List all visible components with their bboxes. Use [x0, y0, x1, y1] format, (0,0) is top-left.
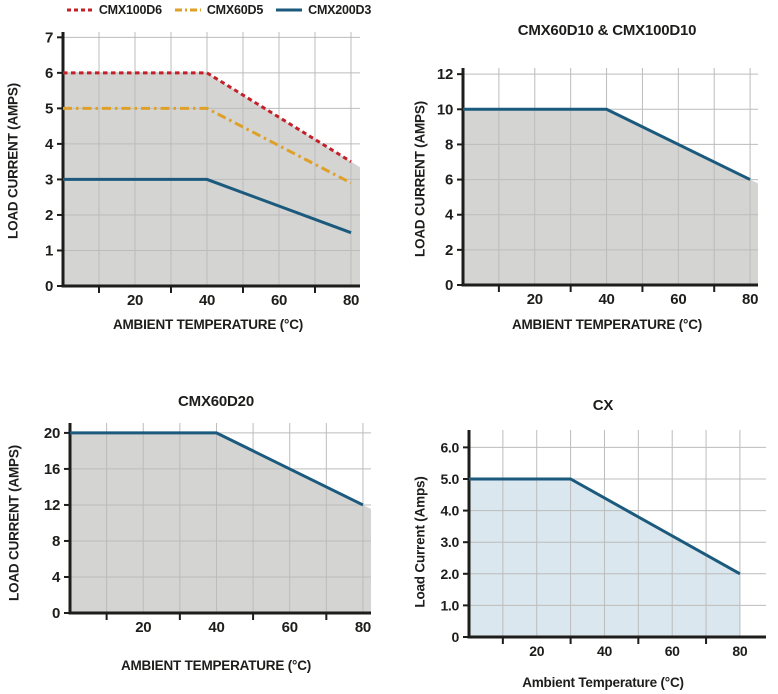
y-tick-label: 4: [445, 207, 454, 224]
legend-dashdot-line-icon: [174, 8, 201, 12]
chart-cmx60d10-plot: 20 40 60 80 0 2 4 6 8 10 12: [437, 66, 759, 308]
y-tick-label: 12: [437, 66, 453, 83]
series-CMX100D6: [63, 71, 352, 163]
derating-area: [463, 109, 758, 285]
y-tick-label: 16: [44, 461, 60, 478]
chart-title: CMX60D10 & CMX100D10: [517, 22, 697, 39]
y-tick-label: 0: [45, 278, 53, 295]
x-axis-title: AMBIENT TEMPERATURE (°C): [511, 317, 703, 332]
x-tick-label: 80: [742, 291, 758, 308]
series-CMX60D10 & CMX100D10: [463, 107, 751, 181]
series-CMX60D5: [63, 106, 352, 185]
x-tick-label: 80: [343, 292, 359, 309]
x-tick-label: 80: [732, 643, 747, 659]
legend-solid-line-icon: [276, 8, 303, 12]
y-tick-label: 5.0: [440, 471, 459, 487]
y-tick-label: 2: [45, 207, 53, 224]
y-tick-label: 20: [44, 425, 60, 442]
series-CMX200D3: [63, 177, 352, 235]
y-axis-title: Load Current (Amps): [412, 476, 428, 608]
x-tick-label: 40: [208, 619, 224, 636]
legend-label: CMX200D3: [308, 3, 372, 17]
y-tick-label: 2.0: [440, 566, 459, 582]
x-tick-label: 40: [199, 292, 215, 309]
y-axis-title: LOAD CURRENT (AMPS): [6, 445, 22, 601]
y-tick-label: 0: [52, 605, 60, 622]
y-tick-label: 0: [445, 277, 453, 294]
legend-item-cmx60d5: CMX60D5: [174, 3, 263, 17]
y-tick-label: 2: [445, 242, 453, 259]
x-tick-label: 20: [529, 643, 544, 659]
legend-item-cmx200d3: CMX200D3: [275, 3, 371, 17]
x-axis-title: Ambient Temperature (°C): [522, 675, 684, 690]
legend-label: CMX60D5: [206, 3, 264, 17]
y-tick-label: 1: [45, 242, 53, 259]
y-tick-label: 8: [52, 533, 60, 550]
chart-title: CX: [592, 397, 614, 414]
x-tick-label: 60: [271, 292, 287, 309]
x-tick-label: 20: [135, 619, 151, 636]
y-tick-label: 12: [44, 497, 60, 514]
chart-cx: 20 40 60 80 0 1.0 2.0 3.0 4.0 5.0 6.0 CX Load Curr…: [389, 345, 778, 694]
y-tick-label: 10: [437, 101, 453, 118]
y-tick-label: 6.0: [440, 439, 459, 455]
y-axis-title: LOAD CURRENT (AMPS): [412, 101, 428, 257]
x-tick-label: 60: [282, 619, 298, 636]
chart-cx-plot: 20 40 60 80 0 1.0 2.0 3.0 4.0 5.0 6.0: [440, 430, 766, 659]
chart-cmx60d20: 20 40 60 80 0 4 8 12 16 20 CMX60D20 LOAD CURRENT …: [0, 345, 389, 694]
derating-area: [70, 432, 371, 613]
y-axis-title: LOAD CURRENT (AMPS): [5, 83, 21, 239]
x-tick-label: 40: [599, 291, 615, 308]
y-tick-label: 4.0: [440, 503, 459, 519]
chart-cmx-small-plot: 20 40 60 80 0 1 2 3 4 5 6 7: [45, 29, 360, 309]
legend-dashed-line-icon: [66, 8, 93, 12]
x-tick-label: 40: [597, 643, 612, 659]
y-tick-label: 3: [45, 171, 53, 188]
x-axis-title: AMBIENT TEMPERATURE (°C): [112, 317, 304, 332]
chart-cmx60d20-plot: 20 40 60 80 0 4 8 12 16 20: [44, 423, 371, 636]
y-tick-label: 1.0: [440, 597, 459, 613]
legend-item-cmx100d6: CMX100D6: [66, 3, 162, 17]
y-tick-label: 0: [452, 629, 460, 645]
y-tick-label: 3.0: [440, 534, 459, 550]
x-tick-label: 20: [527, 291, 543, 308]
x-tick-label: 20: [127, 292, 143, 309]
x-tick-label: 60: [665, 643, 680, 659]
series-CMX60D20: [70, 431, 364, 507]
y-tick-label: 8: [445, 136, 453, 153]
chart-cmx60d10-cmx100d10: 20 40 60 80 0 2 4 6 8 10 12 CMX60D10 & CMX100D10 L…: [389, 0, 778, 345]
y-tick-label: 5: [45, 100, 53, 117]
x-tick-label: 60: [670, 291, 686, 308]
x-tick-label: 80: [355, 619, 371, 636]
y-tick-label: 4: [52, 569, 61, 586]
series-CX: [469, 477, 741, 576]
legend-label: CMX100D6: [98, 3, 162, 17]
chart-title: CMX60D20: [178, 393, 254, 410]
y-tick-label: 4: [45, 136, 54, 153]
y-tick-label: 6: [45, 65, 53, 82]
y-tick-label: 6: [445, 172, 453, 189]
x-axis-title: AMBIENT TEMPERATURE (°C): [120, 658, 312, 673]
chart-cmx100d6-cmx60d5-cmx200d3: 20 40 60 80 0 1 2 3 4 5 6 7 CMX100D6 CMX60D5 CMX200…: [0, 0, 389, 345]
legend: CMX100D6 CMX60D5 CMX200D3: [48, 3, 389, 17]
y-tick-label: 7: [45, 29, 53, 46]
